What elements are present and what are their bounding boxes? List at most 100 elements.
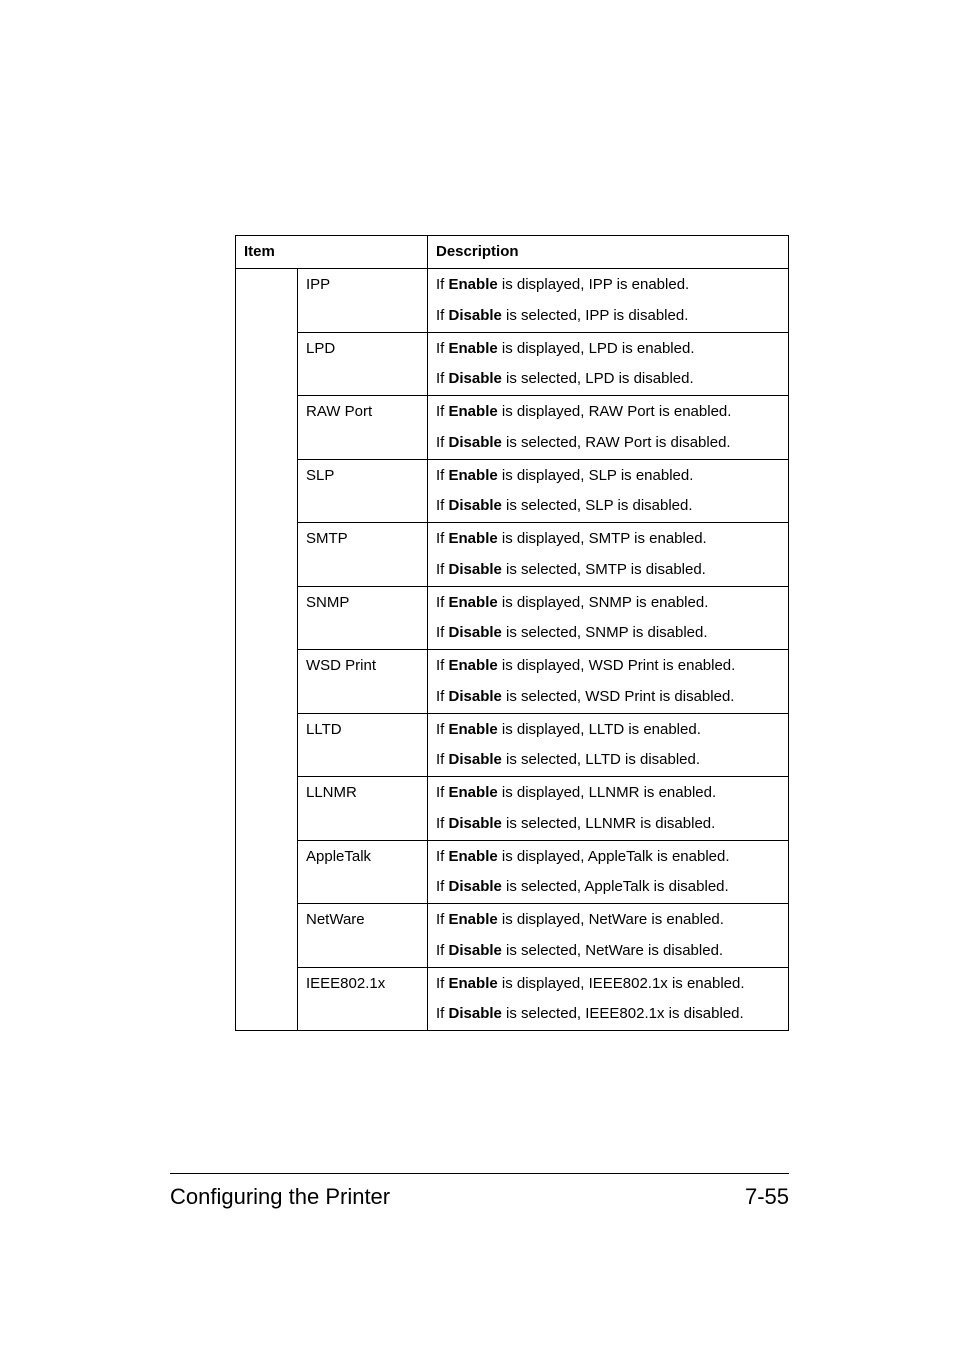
desc-bold: Disable bbox=[449, 942, 502, 959]
desc-pre: If bbox=[436, 624, 449, 641]
desc-bold: Disable bbox=[449, 434, 502, 451]
description-line: If Enable is displayed, NetWare is enabl… bbox=[436, 910, 780, 930]
desc-bold: Disable bbox=[449, 561, 502, 578]
desc-bold: Disable bbox=[449, 370, 502, 387]
table-row: LPD If Enable is displayed, LPD is enable… bbox=[236, 332, 789, 396]
item-cell: AppleTalk bbox=[298, 840, 428, 904]
item-cell: IEEE802.1x bbox=[298, 967, 428, 1031]
item-cell: SMTP bbox=[298, 523, 428, 587]
description-cell: If Enable is displayed, SNMP is enabled.… bbox=[428, 586, 789, 650]
desc-post: is displayed, SLP is enabled. bbox=[498, 467, 694, 484]
description-line: If Disable is selected, SNMP is disabled… bbox=[436, 623, 780, 643]
table-row: RAW PortIf Enable is displayed, RAW Port… bbox=[236, 396, 789, 460]
description-cell: If Enable is displayed, SMTP is enabled.… bbox=[428, 523, 789, 587]
description-line: If Disable is selected, LLTD is disabled… bbox=[436, 750, 780, 770]
desc-pre: If bbox=[436, 911, 449, 928]
table-row: WSD Print If Enable is displayed, WSD Pri… bbox=[236, 650, 789, 714]
desc-bold: Enable bbox=[449, 340, 498, 357]
desc-pre: If bbox=[436, 370, 449, 387]
desc-pre: If bbox=[436, 848, 449, 865]
table-row: LLTDIf Enable is displayed, LLTD is enab… bbox=[236, 713, 789, 777]
table-row: SLPIf Enable is displayed, SLP is enable… bbox=[236, 459, 789, 523]
settings-table: Item Description IPPIf Enable is display… bbox=[235, 235, 789, 1031]
description-cell: If Enable is displayed, SLP is enabled.I… bbox=[428, 459, 789, 523]
desc-bold: Disable bbox=[449, 688, 502, 705]
desc-bold: Enable bbox=[449, 911, 498, 928]
desc-post: is displayed, WSD Print is enabled. bbox=[498, 657, 736, 674]
desc-pre: If bbox=[436, 340, 449, 357]
table-header-row: Item Description bbox=[236, 236, 789, 269]
description-line: If Enable is displayed, IEEE802.1x is en… bbox=[436, 974, 780, 994]
desc-pre: If bbox=[436, 434, 449, 451]
desc-bold: Disable bbox=[449, 497, 502, 514]
desc-post: is displayed, SMTP is enabled. bbox=[498, 530, 707, 547]
description-line: If Enable is displayed, LLTD is enabled. bbox=[436, 720, 780, 740]
desc-post: is displayed, NetWare is enabled. bbox=[498, 911, 724, 928]
desc-bold: Enable bbox=[449, 530, 498, 547]
description-cell: If Enable is displayed, LLTD is enabled.… bbox=[428, 713, 789, 777]
desc-pre: If bbox=[436, 657, 449, 674]
item-cell: LPD bbox=[298, 332, 428, 396]
desc-pre: If bbox=[436, 307, 449, 324]
description-cell: If Enable is displayed, IPP is enabled. I… bbox=[428, 269, 789, 333]
desc-post: is displayed, SNMP is enabled. bbox=[498, 594, 709, 611]
item-cell: SNMP bbox=[298, 586, 428, 650]
item-cell: WSD Print bbox=[298, 650, 428, 714]
item-cell: LLTD bbox=[298, 713, 428, 777]
desc-post: is displayed, LLTD is enabled. bbox=[498, 721, 701, 738]
description-line: If Enable is displayed, LPD is enabled. bbox=[436, 339, 780, 359]
desc-pre: If bbox=[436, 530, 449, 547]
description-line: If Disable is selected, IPP is disabled. bbox=[436, 306, 780, 326]
description-line: If Disable is selected, SMTP is disabled… bbox=[436, 560, 780, 580]
desc-bold: Enable bbox=[449, 784, 498, 801]
table-row: LLNMRIf Enable is displayed, LLNMR is en… bbox=[236, 777, 789, 841]
desc-pre: If bbox=[436, 942, 449, 959]
desc-bold: Disable bbox=[449, 878, 502, 895]
page-footer: Configuring the Printer 7-55 bbox=[170, 1173, 789, 1210]
desc-bold: Enable bbox=[449, 276, 498, 293]
desc-pre: If bbox=[436, 784, 449, 801]
desc-bold: Disable bbox=[449, 307, 502, 324]
table-row: SMTPIf Enable is displayed, SMTP is enab… bbox=[236, 523, 789, 587]
desc-pre: If bbox=[436, 594, 449, 611]
desc-post: is selected, LLTD is disabled. bbox=[502, 751, 700, 768]
description-line: If Disable is selected, RAW Port is disa… bbox=[436, 433, 780, 453]
description-line: If Enable is displayed, RAW Port is enab… bbox=[436, 402, 780, 422]
description-line: If Enable is displayed, SNMP is enabled. bbox=[436, 593, 780, 613]
description-cell: If Enable is displayed, AppleTalk is ena… bbox=[428, 840, 789, 904]
item-cell: NetWare bbox=[298, 904, 428, 968]
desc-pre: If bbox=[436, 497, 449, 514]
desc-post: is displayed, LPD is enabled. bbox=[498, 340, 695, 357]
table-row: NetWare If Enable is displayed, NetWare i… bbox=[236, 904, 789, 968]
item-group-spacer bbox=[236, 269, 298, 1031]
table-row: AppleTalk If Enable is displayed, AppleTa… bbox=[236, 840, 789, 904]
description-cell: If Enable is displayed, RAW Port is enab… bbox=[428, 396, 789, 460]
desc-post: is displayed, AppleTalk is enabled. bbox=[498, 848, 730, 865]
desc-bold: Enable bbox=[449, 657, 498, 674]
desc-post: is displayed, IEEE802.1x is enabled. bbox=[498, 975, 745, 992]
desc-post: is selected, WSD Print is disabled. bbox=[502, 688, 735, 705]
description-cell: If Enable is displayed, LLNMR is enabled… bbox=[428, 777, 789, 841]
description-line: If Enable is displayed, LLNMR is enabled… bbox=[436, 783, 780, 803]
desc-post: is displayed, IPP is enabled. bbox=[498, 276, 690, 293]
footer-page: 7-55 bbox=[745, 1184, 789, 1210]
desc-pre: If bbox=[436, 975, 449, 992]
description-line: If Disable is selected, AppleTalk is dis… bbox=[436, 877, 780, 897]
desc-post: is selected, NetWare is disabled. bbox=[502, 942, 723, 959]
desc-bold: Enable bbox=[449, 403, 498, 420]
table-row: SNMPIf Enable is displayed, SNMP is enab… bbox=[236, 586, 789, 650]
desc-post: is selected, RAW Port is disabled. bbox=[502, 434, 731, 451]
desc-pre: If bbox=[436, 276, 449, 293]
desc-pre: If bbox=[436, 815, 449, 832]
header-item: Item bbox=[236, 236, 428, 269]
desc-post: is selected, LPD is disabled. bbox=[502, 370, 694, 387]
table-row: IEEE802.1x If Enable is displayed, IEEE80… bbox=[236, 967, 789, 1031]
description-line: If Disable is selected, LLNMR is disable… bbox=[436, 814, 780, 834]
desc-bold: Enable bbox=[449, 975, 498, 992]
description-line: If Enable is displayed, AppleTalk is ena… bbox=[436, 847, 780, 867]
item-cell: SLP bbox=[298, 459, 428, 523]
footer-title: Configuring the Printer bbox=[170, 1184, 390, 1210]
header-desc: Description bbox=[428, 236, 789, 269]
desc-post: is displayed, LLNMR is enabled. bbox=[498, 784, 716, 801]
desc-pre: If bbox=[436, 1005, 449, 1022]
